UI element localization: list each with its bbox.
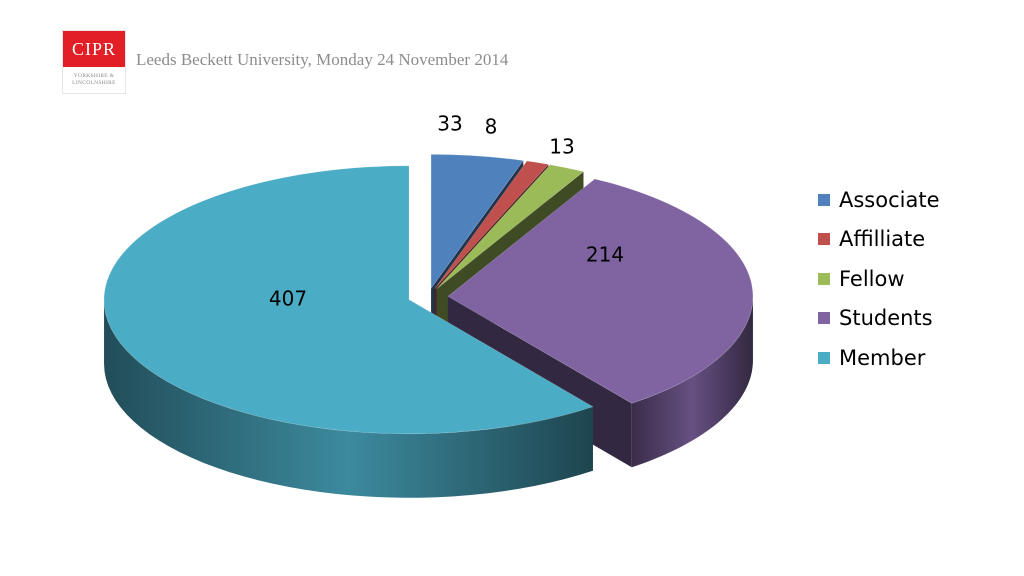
legend-label: Member [839, 345, 926, 370]
legend-label: Associate [839, 187, 940, 212]
legend-item-associate: Associate [818, 180, 940, 220]
event-header: Leeds Beckett University, Monday 24 Nove… [136, 50, 509, 69]
legend-item-member: Member [818, 338, 940, 378]
legend-swatch [818, 351, 830, 364]
legend-swatch [818, 272, 830, 285]
data-label-fellow: 13 [549, 135, 574, 159]
data-label-affilliate: 8 [485, 115, 498, 139]
legend-item-fellow: Fellow [818, 259, 940, 299]
data-label-students: 214 [586, 243, 624, 267]
logo-subtext-line1: YORKSHIRE & [73, 73, 115, 79]
slice-associate [430, 154, 524, 290]
legend-swatch [818, 233, 830, 246]
legend-label: Fellow [839, 266, 905, 291]
legend-swatch [818, 312, 830, 325]
legend-swatch [818, 193, 830, 206]
data-label-associate: 33 [437, 112, 462, 136]
slice-member [103, 165, 594, 435]
logo-subtext: YORKSHIRE & LINCOLNSHIRE [63, 73, 125, 87]
chart-legend: Associate Affilliate Fellow Students Member [818, 180, 940, 378]
legend-item-affilliate: Affilliate [818, 220, 940, 260]
slice-affilliate [434, 160, 549, 289]
legend-label: Affilliate [839, 227, 926, 252]
data-label-member: 407 [269, 287, 307, 311]
slice-students [447, 178, 754, 404]
legend-item-students: Students [818, 299, 940, 339]
legend-label: Students [839, 306, 933, 331]
logo-subtext-line2: LINCOLNSHIRE [72, 80, 116, 86]
slice-fellow [436, 164, 585, 290]
logo-text: CIPR [63, 31, 125, 67]
cipr-logo: CIPR YORKSHIRE & LINCOLNSHIRE [62, 30, 126, 94]
